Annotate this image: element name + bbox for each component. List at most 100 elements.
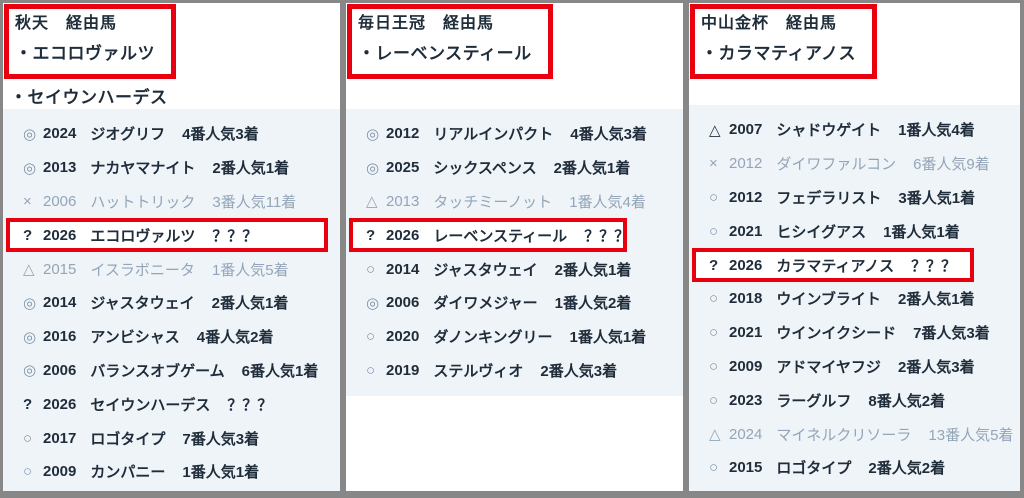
- highlighted-row: ? 2026 レーベンスティール ？？？: [349, 218, 629, 253]
- horse-name: ヒシイグアス: [776, 223, 867, 241]
- horse-name: ウインイクシード: [776, 325, 897, 343]
- row-year: 2013: [43, 159, 77, 177]
- list-row: ◎ 2014 ジャスタウェイ 2番人気1着: [3, 286, 340, 320]
- list-row: ◎ 2006 バランスオブゲーム 6番人気1着: [3, 354, 340, 388]
- list-row: △ 2007 シャドウゲイト 1番人気4着: [689, 113, 1020, 147]
- row-year: 2016: [43, 328, 77, 346]
- row-result: 1番人気4着: [569, 193, 646, 211]
- mark-icon: ○: [709, 459, 719, 477]
- horse-name: アドマイヤフジ: [776, 358, 881, 376]
- horse-name: バランスオブゲーム: [90, 362, 225, 380]
- row-result: 2番人気1着: [554, 261, 632, 279]
- row-year: 2012: [729, 155, 763, 173]
- horse-name: ナカヤマナイト: [90, 160, 196, 178]
- list-row: ○ 2009 アドマイヤフジ 2番人気3着: [689, 350, 1020, 384]
- list-row: ◎ 2013 ナカヤマナイト 2番人気1着: [3, 151, 340, 185]
- row-year: 2012: [729, 188, 763, 206]
- row-result: 1番人気1着: [182, 464, 260, 482]
- horse-name: ジャスタウェイ: [90, 295, 195, 313]
- row-year: 2024: [43, 125, 77, 143]
- horse-name: シックスペンス: [433, 160, 537, 178]
- list-row: ◎ 2006 ダイワメジャー 1番人気2着: [346, 286, 683, 320]
- horse-name: レーベンスティール: [433, 227, 568, 245]
- horse-name: イスラボニータ: [90, 261, 195, 279]
- row-result: 13番人気5着: [928, 426, 1014, 444]
- mark-icon: ◎: [366, 159, 380, 177]
- row-year: 2020: [386, 328, 420, 346]
- horse-name: アンビシャス: [90, 329, 180, 347]
- header-highlight-box: 中山金杯 経由馬 ・カラマティアノス: [690, 4, 877, 79]
- column-header: 毎日王冠 経由馬 ・レーベンスティール: [346, 3, 683, 109]
- row-result: 1番人気5着: [211, 261, 289, 279]
- list-row: ○ 2012 フェデラリスト 3番人気1着: [689, 181, 1020, 215]
- row-year: 2026: [43, 226, 77, 244]
- mark-icon: ○: [709, 222, 719, 240]
- horse-name: カンパニー: [90, 464, 166, 482]
- list-row: ○ 2018 ウインブライト 2番人気1着: [689, 282, 1020, 316]
- row-year: 2018: [729, 290, 763, 308]
- horse-name: エコロヴァルツ: [90, 227, 196, 245]
- horse-name: ウインブライト: [776, 291, 881, 309]
- horse-name: ダイワメジャー: [433, 295, 538, 313]
- mark-icon: △: [709, 121, 721, 139]
- mark-icon: ?: [709, 256, 719, 274]
- highlighted-row: ? 2026 カラマティアノス ？？？: [692, 248, 974, 282]
- mark-icon: ?: [366, 226, 376, 244]
- mark-icon: ◎: [23, 294, 37, 312]
- column-nakayama-kimpai: 中山金杯 経由馬 ・カラマティアノス △ 2007 シャドウゲイト 1番人気4着 × 20…: [689, 3, 1020, 491]
- mark-icon: ○: [709, 324, 719, 342]
- column-title: 毎日王冠 経由馬: [358, 15, 495, 32]
- row-year: 2013: [386, 192, 420, 210]
- row-result: 6番人気9着: [913, 156, 990, 174]
- list-row: △ 2013 タッチミーノット 1番人気4着: [346, 185, 683, 219]
- mark-icon: ◎: [23, 125, 37, 143]
- row-result: 1番人気4着: [898, 122, 975, 140]
- horse-name: ラーグルフ: [776, 392, 852, 410]
- featured-horse-name: ・エコロヴァルツ: [15, 44, 155, 64]
- row-result: ？？？: [212, 227, 258, 245]
- list-row: ○ 2017 ロゴタイプ 7番人気3着: [3, 421, 340, 455]
- history-list: △ 2007 シャドウゲイト 1番人気4着 × 2012 ダイワファルコン 6番人気9着 ○ 20…: [689, 105, 1020, 491]
- mark-icon: ○: [709, 290, 719, 308]
- horse-name: リアルインパクト: [433, 126, 554, 144]
- row-result: 3番人気1着: [898, 189, 976, 207]
- row-year: 2017: [43, 429, 77, 447]
- list-row: × 2006 ハットトリック 3番人気11着: [3, 185, 340, 219]
- row-year: 2006: [386, 294, 420, 312]
- row-year: 2012: [386, 125, 420, 143]
- row-year: 2026: [386, 226, 420, 244]
- row-year: 2015: [729, 459, 763, 477]
- column-title: 中山金杯 経由馬: [701, 15, 838, 32]
- row-result: 1番人気1着: [569, 329, 647, 347]
- row-result: 6番人気1着: [241, 362, 319, 380]
- horse-name: ジオグリフ: [90, 126, 166, 144]
- row-year: 2021: [729, 222, 763, 240]
- mark-icon: ×: [709, 155, 718, 173]
- row-result: 4番人気3着: [570, 126, 647, 144]
- horse-name: ジャスタウェイ: [433, 261, 538, 279]
- column-mainichi-okan: 毎日王冠 経由馬 ・レーベンスティール ◎ 2012 リアルインパクト 4番人気3着 ◎…: [346, 3, 683, 491]
- row-result: 8番人気2着: [868, 392, 946, 410]
- row-year: 2025: [386, 159, 420, 177]
- mark-icon: ◎: [23, 328, 37, 346]
- list-row: ◎ 2016 アンビシャス 4番人気2着: [3, 320, 340, 354]
- horse-name: ステルヴィオ: [433, 362, 524, 380]
- row-result: 7番人気3着: [913, 325, 990, 343]
- list-row: △ 2024 マイネルクリソーラ 13番人気5着: [689, 417, 1020, 451]
- list-row: ◎ 2012 リアルインパクト 4番人気3着: [346, 117, 683, 151]
- list-row: △ 2015 イスラボニータ 1番人気5着: [3, 252, 340, 286]
- row-result: 2番人気3着: [540, 362, 618, 380]
- mark-icon: ◎: [23, 362, 37, 380]
- row-year: 2014: [43, 294, 77, 312]
- header-highlight-box: 毎日王冠 経由馬 ・レーベンスティール: [347, 4, 553, 79]
- row-year: 2006: [43, 361, 77, 379]
- column-akiten: 秋天 経由馬 ・エコロヴァルツ ・セイウンハーデス ◎ 2024 ジオグリフ 4番人気…: [3, 3, 340, 491]
- mark-icon: ◎: [366, 294, 380, 312]
- mark-icon: ○: [709, 188, 719, 206]
- column-header: 中山金杯 経由馬 ・カラマティアノス: [689, 3, 1020, 105]
- highlighted-row: ? 2026 エコロヴァルツ ？？？: [6, 218, 328, 253]
- row-result: 1番人気1着: [883, 223, 960, 241]
- featured-horse-name: ・レーベンスティール: [358, 44, 532, 64]
- horse-name: ロゴタイプ: [776, 460, 852, 478]
